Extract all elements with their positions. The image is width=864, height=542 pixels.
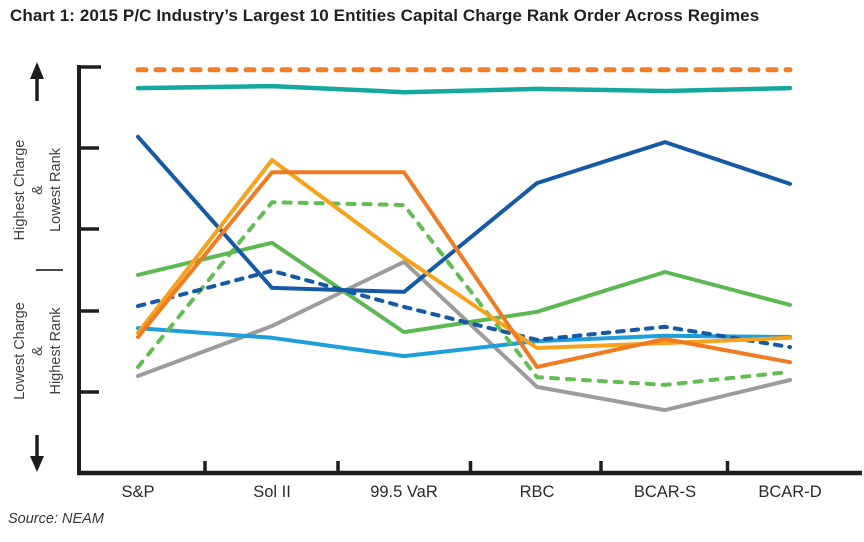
- x-axis-label-5: BCAR-S: [634, 483, 696, 501]
- source-note: Source: NEAM: [8, 511, 104, 527]
- series-line-green-dashed: [136, 200, 792, 387]
- series-line-orange: [136, 170, 792, 369]
- x-axis-label-4: RBC: [520, 483, 555, 501]
- x-axis-label-1: S&P: [121, 483, 154, 501]
- chart-title: Chart 1: 2015 P/C Industry’s Largest 10 …: [10, 6, 760, 25]
- series-line-dark-blue: [136, 134, 792, 294]
- series-line-green: [136, 240, 792, 335]
- x-axis-label-2: Sol II: [253, 483, 291, 501]
- y-axis-label-divider: [36, 269, 63, 271]
- down-arrow-icon: [30, 456, 44, 472]
- x-axis-label-6: BCAR-D: [758, 483, 821, 501]
- series-line-teal: [135, 83, 793, 95]
- series-line-light-blue: [136, 326, 792, 359]
- up-arrow-icon: [30, 62, 44, 79]
- x-axis-label-3: 99.5 VaR: [370, 483, 438, 501]
- series-line-dark-blue-dashed: [136, 268, 792, 350]
